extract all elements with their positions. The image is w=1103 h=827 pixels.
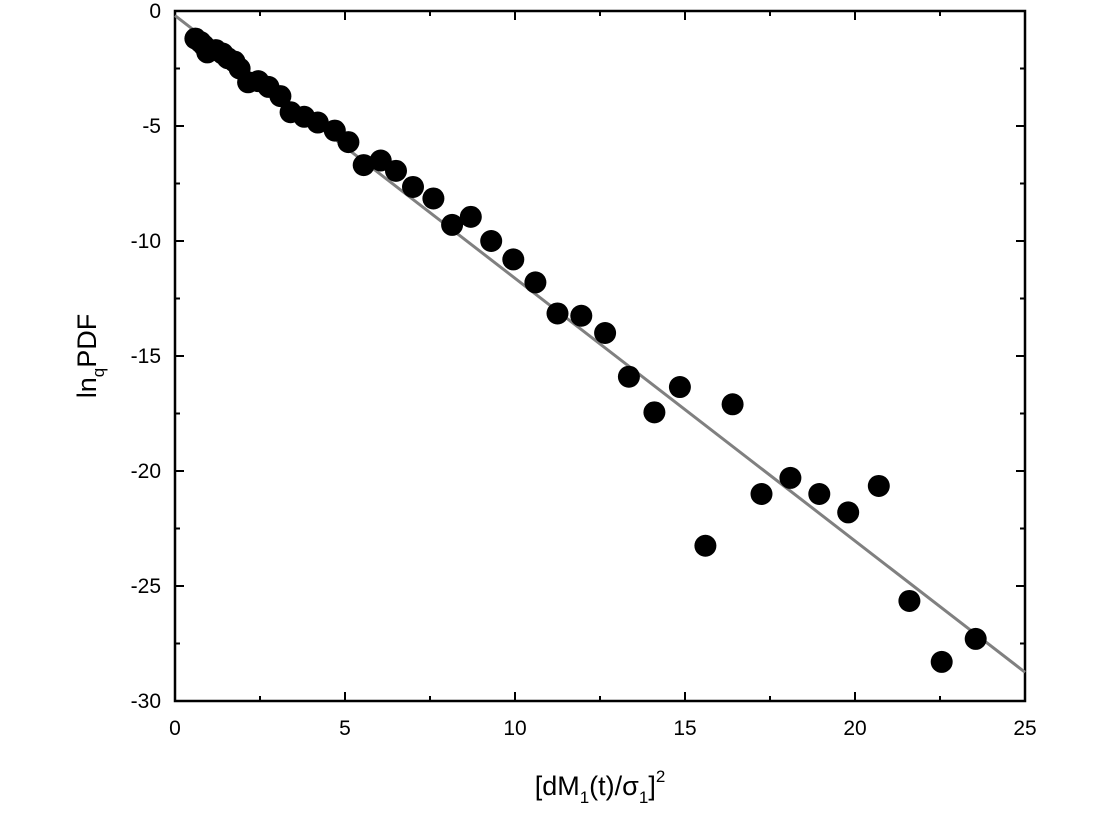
- x-tick-label: 5: [339, 717, 351, 740]
- data-point: [694, 534, 717, 557]
- axis-tick-labels: 0 5 10 15 20 25 0 -5 -10 -15 -20 -25 -30: [131, 0, 1037, 740]
- data-point: [459, 205, 482, 228]
- x-axis-title-sub2: 1: [639, 788, 648, 807]
- y-axis-title: lnqPDF: [72, 314, 108, 398]
- y-tick-label: -10: [131, 230, 161, 253]
- data-point: [930, 650, 953, 673]
- y-tick-label: -15: [131, 345, 161, 368]
- data-point: [441, 213, 464, 236]
- axis-ticks: [174, 10, 1026, 702]
- data-point: [643, 401, 666, 424]
- data-point: [570, 304, 593, 327]
- data-point: [502, 248, 525, 271]
- data-point: [837, 501, 860, 524]
- data-points: [184, 27, 987, 673]
- y-tick-label: -5: [142, 115, 161, 138]
- y-axis-title-main: ln: [72, 377, 102, 398]
- data-point: [617, 365, 640, 388]
- x-tick-label: 0: [169, 717, 181, 740]
- x-tick-label: 15: [673, 717, 696, 740]
- x-axis-title-close: ]: [648, 771, 656, 801]
- x-tick-label: 10: [503, 717, 526, 740]
- data-point: [352, 154, 375, 177]
- y-tick-label: -25: [131, 575, 161, 598]
- data-point: [337, 131, 360, 154]
- data-point: [779, 466, 802, 489]
- data-point: [480, 230, 503, 252]
- data-point: [898, 589, 921, 612]
- data-point: [402, 175, 424, 198]
- data-point: [546, 302, 569, 325]
- data-point: [867, 474, 890, 497]
- data-point: [269, 85, 292, 108]
- data-point: [721, 393, 744, 416]
- data-point: [594, 322, 617, 344]
- data-point: [306, 111, 329, 134]
- x-axis-title-sup: 2: [656, 767, 665, 786]
- data-point: [808, 483, 831, 505]
- data-point: [964, 627, 987, 650]
- x-axis-title: [dM1(t)/σ1]2: [535, 767, 666, 807]
- data-point: [422, 187, 445, 210]
- data-point: [524, 271, 547, 294]
- data-point: [750, 483, 773, 505]
- x-tick-label: 20: [843, 717, 866, 740]
- y-axis-title-sub: q: [89, 368, 108, 377]
- y-tick-label: -30: [131, 690, 161, 713]
- x-axis-title-prefix: [dM: [535, 771, 580, 801]
- y-axis-title-rest: PDF: [72, 314, 102, 368]
- x-axis-title-sigma: σ: [622, 771, 639, 801]
- x-tick-label: 25: [1013, 717, 1036, 740]
- data-point: [385, 159, 407, 182]
- x-axis-title-middle: (t)/: [589, 771, 622, 801]
- y-tick-label: -20: [131, 460, 161, 483]
- y-tick-label: 0: [149, 0, 161, 23]
- data-point: [668, 376, 691, 399]
- x-axis-title-sub1: 1: [580, 788, 589, 807]
